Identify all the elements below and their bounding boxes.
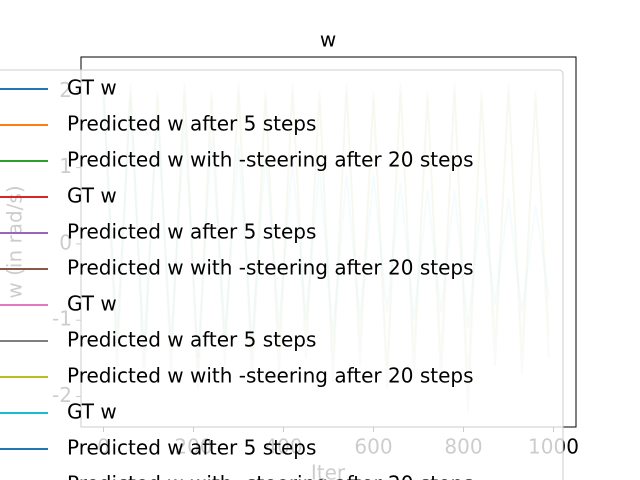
legend: GT w Predicted w after 5 steps Predicted w…	[0, 69, 564, 480]
chart-title: w	[320, 28, 336, 52]
legend-label: GT w	[67, 184, 117, 208]
legend-label: Predicted w after 5 steps	[67, 328, 316, 352]
legend-label: Predicted w after 5 steps	[67, 112, 316, 136]
legend-label: GT w	[67, 292, 117, 316]
legend-label: Predicted w with -steering after 20 step…	[67, 256, 474, 280]
legend-label: Predicted w after 5 steps	[67, 436, 316, 460]
legend-label: Predicted w with -steering after 20 step…	[67, 148, 474, 172]
legend-label: Predicted w after 5 steps	[67, 220, 316, 244]
legend-label: Predicted w with -steering after 20 step…	[67, 472, 474, 480]
legend-label: GT w	[67, 400, 117, 424]
legend-label: Predicted w with -steering after 20 step…	[67, 364, 474, 388]
legend-label: GT w	[67, 76, 117, 100]
legend-frame	[0, 69, 564, 480]
